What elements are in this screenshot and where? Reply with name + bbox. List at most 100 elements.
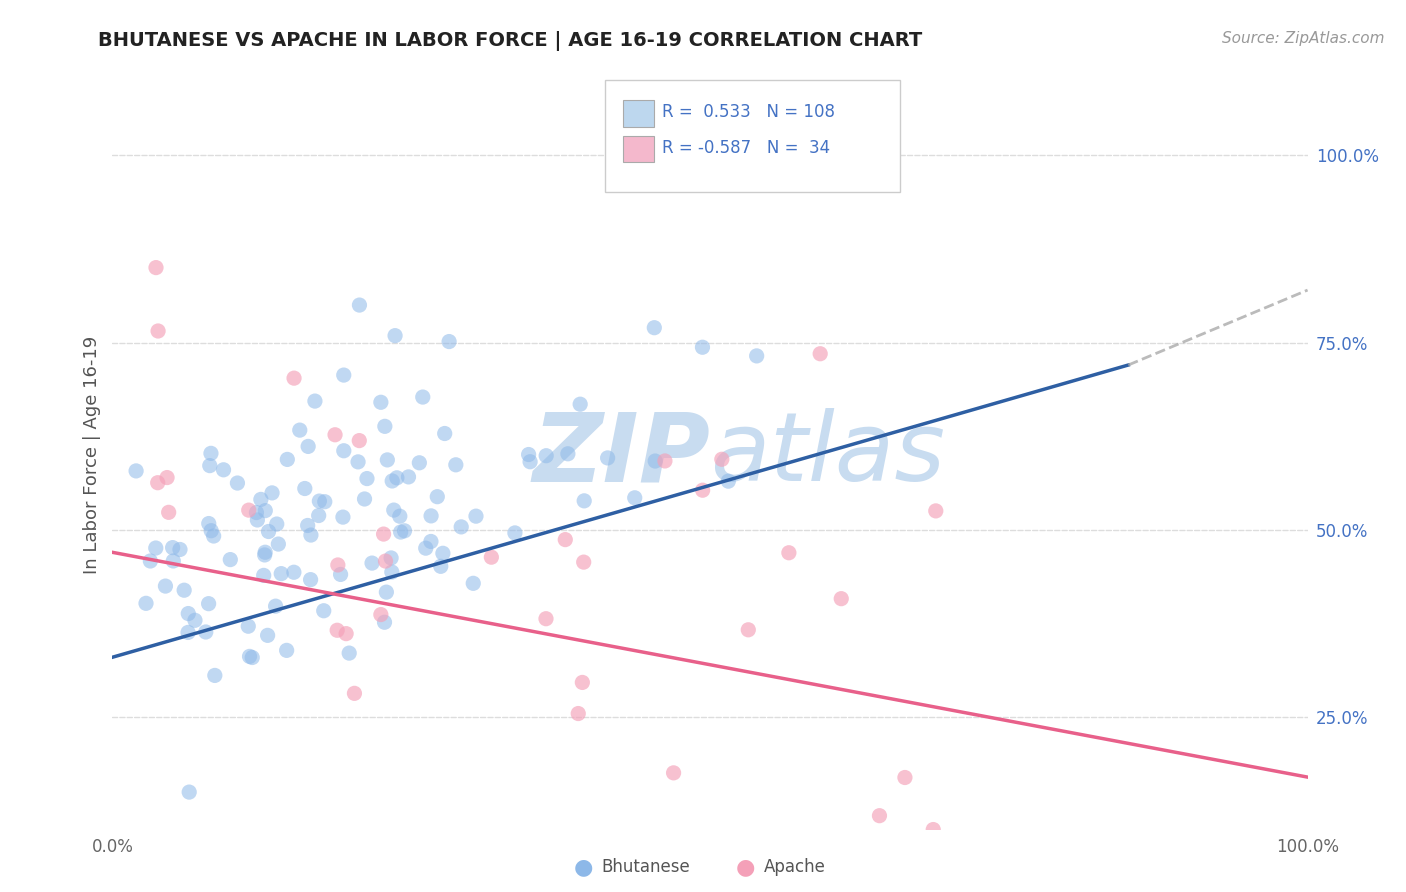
Point <box>343 686 366 700</box>
Point <box>349 434 371 448</box>
Point <box>710 452 733 467</box>
Point <box>644 454 666 468</box>
Point <box>596 450 619 465</box>
Point <box>444 458 467 472</box>
Point <box>139 554 162 568</box>
Point <box>375 585 398 599</box>
Text: Bhutanese: Bhutanese <box>602 858 690 876</box>
Point <box>534 449 557 463</box>
Point <box>503 525 526 540</box>
Point <box>869 808 891 822</box>
Point <box>254 545 277 559</box>
Point <box>745 349 768 363</box>
Point <box>266 516 288 531</box>
Text: ●: ● <box>574 857 593 877</box>
Point <box>415 541 437 556</box>
Point <box>146 324 169 338</box>
Point <box>145 260 167 275</box>
Point <box>361 556 384 570</box>
Point <box>567 706 589 721</box>
Point <box>463 576 485 591</box>
Point <box>374 554 396 568</box>
Point <box>135 596 157 610</box>
Point <box>419 534 441 549</box>
Point <box>253 548 276 562</box>
Point <box>808 347 831 361</box>
Point <box>156 470 179 484</box>
Point <box>194 625 217 640</box>
Point <box>479 550 502 565</box>
Point <box>256 628 278 642</box>
Point <box>380 550 402 565</box>
Point <box>554 533 576 547</box>
Point <box>299 528 322 542</box>
Text: Apache: Apache <box>763 858 825 876</box>
Point <box>245 506 267 520</box>
Point <box>381 474 404 488</box>
Point <box>198 458 221 473</box>
Point <box>437 334 460 349</box>
Point <box>356 472 378 486</box>
Point <box>333 443 356 458</box>
Point <box>569 397 592 411</box>
Point <box>571 675 593 690</box>
Point <box>308 494 330 508</box>
Point <box>162 554 184 568</box>
Point <box>370 607 392 622</box>
Point <box>219 552 242 566</box>
Point <box>179 785 201 799</box>
Point <box>240 650 263 665</box>
Point <box>308 508 330 523</box>
Point <box>382 503 405 517</box>
Text: R = -0.587   N =  34: R = -0.587 N = 34 <box>662 139 831 157</box>
Y-axis label: In Labor Force | Age 16-19: In Labor Force | Age 16-19 <box>83 335 101 574</box>
Point <box>238 503 260 517</box>
Point <box>270 566 292 581</box>
Point <box>408 456 430 470</box>
Point <box>226 476 249 491</box>
Point <box>288 423 311 437</box>
Point <box>125 464 148 478</box>
Point <box>373 527 395 541</box>
Point <box>643 320 665 334</box>
Point <box>212 463 235 477</box>
Point <box>572 555 595 569</box>
Point <box>375 453 398 467</box>
Point <box>692 340 714 354</box>
Point <box>429 559 451 574</box>
Point <box>373 615 395 630</box>
Point <box>276 643 298 657</box>
Text: ZIP: ZIP <box>531 409 710 501</box>
Point <box>173 583 195 598</box>
Point <box>426 490 449 504</box>
Text: R =  0.533   N = 108: R = 0.533 N = 108 <box>662 103 835 121</box>
Point <box>297 518 319 533</box>
Text: ●: ● <box>735 857 755 877</box>
Point <box>329 567 352 582</box>
Point <box>264 599 287 614</box>
Point <box>737 623 759 637</box>
Point <box>398 470 420 484</box>
Point <box>420 508 443 523</box>
Point <box>323 427 346 442</box>
Point <box>519 455 541 469</box>
Point <box>257 524 280 539</box>
Point <box>830 591 852 606</box>
Point <box>450 520 472 534</box>
Point <box>197 516 219 531</box>
Point <box>294 482 316 496</box>
Point <box>260 486 283 500</box>
Point <box>654 454 676 468</box>
Point <box>557 447 579 461</box>
Point <box>347 455 370 469</box>
Point <box>204 668 226 682</box>
Point <box>283 566 305 580</box>
Point <box>384 328 406 343</box>
Point <box>314 494 336 508</box>
Point <box>184 613 207 627</box>
Point <box>304 394 326 409</box>
Point <box>276 452 298 467</box>
Point <box>517 448 540 462</box>
Point <box>534 612 557 626</box>
Point <box>925 504 948 518</box>
